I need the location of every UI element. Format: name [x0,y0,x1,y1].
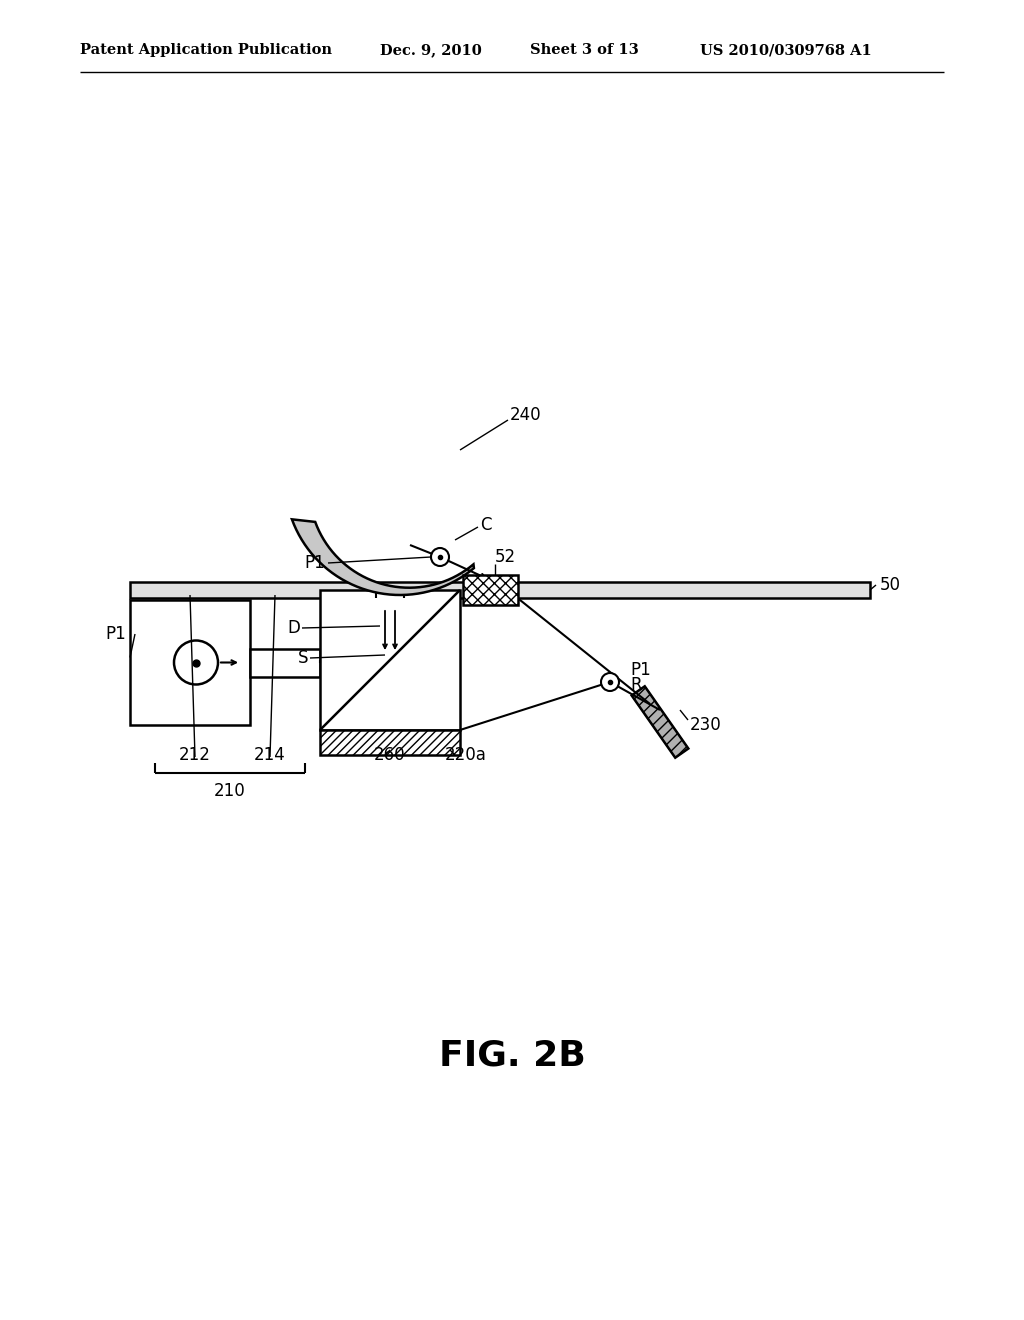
Text: 50: 50 [880,576,901,594]
Text: 210: 210 [214,781,246,800]
Text: Sheet 3 of 13: Sheet 3 of 13 [530,44,639,57]
Circle shape [174,640,218,685]
Text: 52: 52 [495,548,516,566]
Text: FIG. 2B: FIG. 2B [438,1038,586,1072]
Polygon shape [292,519,474,595]
Bar [319,590,460,730]
Text: 260: 260 [374,746,406,764]
Text: S: S [298,649,308,667]
Polygon shape [632,686,688,758]
Text: Patent Application Publication: Patent Application Publication [80,44,332,57]
Text: P1: P1 [304,554,325,572]
Text: D: D [287,619,300,638]
Text: 220a: 220a [445,746,486,764]
Text: US 2010/0309768 A1: US 2010/0309768 A1 [700,44,871,57]
Bar [319,730,460,755]
Text: P1: P1 [105,624,126,643]
Text: P1: P1 [630,661,650,678]
Text: 212: 212 [179,746,211,764]
Text: Dec. 9, 2010: Dec. 9, 2010 [380,44,481,57]
Text: C: C [480,516,492,535]
Bar [463,576,518,605]
Circle shape [601,673,618,690]
Circle shape [431,548,449,566]
Text: R: R [630,676,642,694]
Text: 240: 240 [510,407,542,424]
Bar [250,648,319,676]
Bar [130,601,250,725]
Bar [130,582,870,598]
Text: 214: 214 [254,746,286,764]
Text: 230: 230 [690,715,722,734]
